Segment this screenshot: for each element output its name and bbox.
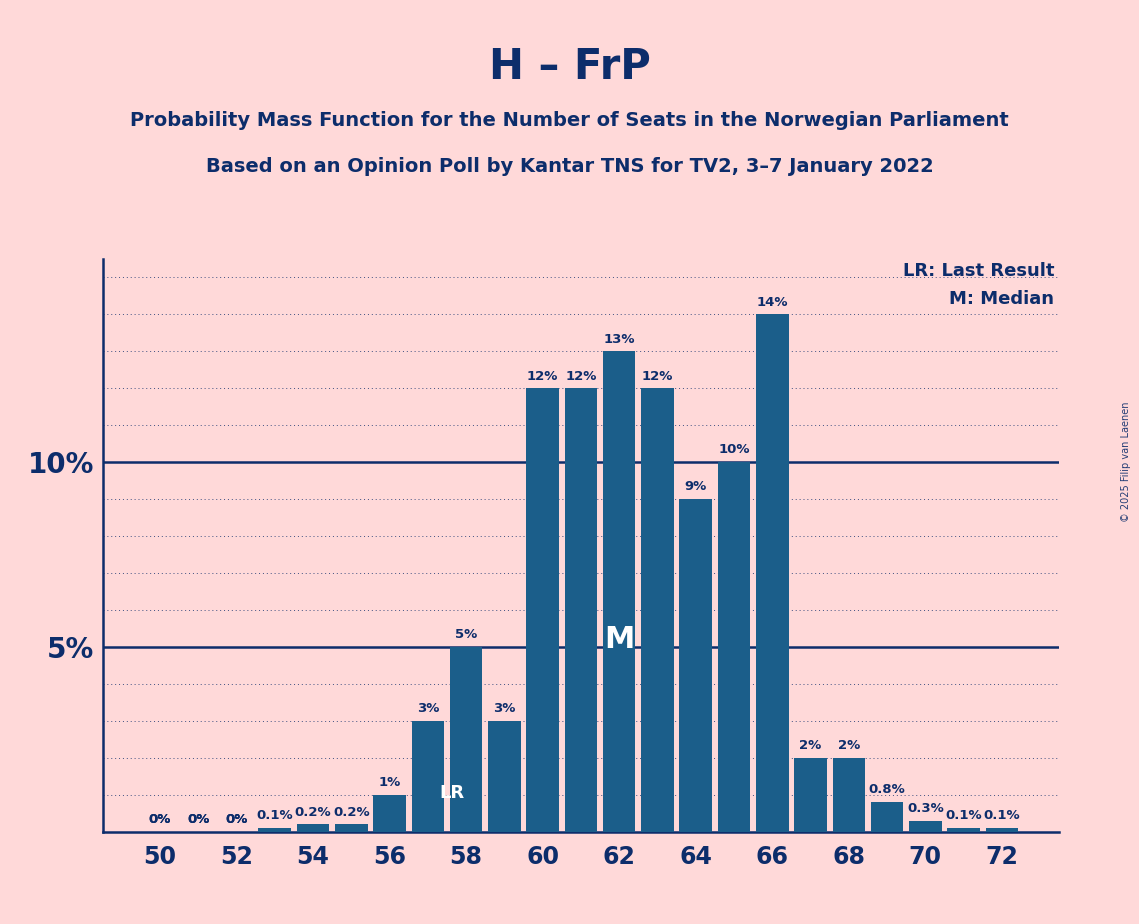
Text: Based on an Opinion Poll by Kantar TNS for TV2, 3–7 January 2022: Based on an Opinion Poll by Kantar TNS f… [206, 157, 933, 176]
Bar [794, 758, 827, 832]
Bar [641, 388, 673, 832]
Text: LR: Last Result: LR: Last Result [903, 261, 1055, 280]
Text: 0%: 0% [187, 813, 210, 826]
Text: 0.3%: 0.3% [907, 802, 944, 815]
Text: 0.1%: 0.1% [984, 809, 1021, 822]
Text: 0%: 0% [187, 813, 210, 826]
Text: H – FrP: H – FrP [489, 46, 650, 88]
Bar [374, 795, 405, 832]
Text: 0.2%: 0.2% [333, 806, 369, 819]
Text: 0%: 0% [226, 813, 247, 826]
Bar [871, 802, 903, 832]
Text: 3%: 3% [417, 702, 439, 715]
Bar [680, 499, 712, 832]
Text: 0%: 0% [149, 813, 171, 826]
Text: 0.1%: 0.1% [256, 809, 293, 822]
Text: 12%: 12% [565, 370, 597, 383]
Text: 0.1%: 0.1% [945, 809, 982, 822]
Text: LR: LR [440, 784, 465, 802]
Text: 0.8%: 0.8% [869, 784, 906, 796]
Text: 2%: 2% [837, 739, 860, 752]
Text: 1%: 1% [378, 776, 401, 789]
Text: M: Median: M: Median [950, 290, 1055, 309]
Bar [756, 314, 788, 832]
Text: 14%: 14% [756, 296, 788, 309]
Bar [718, 462, 751, 832]
Bar [985, 828, 1018, 832]
Text: Probability Mass Function for the Number of Seats in the Norwegian Parliament: Probability Mass Function for the Number… [130, 111, 1009, 130]
Text: 13%: 13% [604, 333, 634, 346]
Bar [297, 824, 329, 832]
Text: 9%: 9% [685, 480, 707, 493]
Bar [603, 351, 636, 832]
Text: 12%: 12% [641, 370, 673, 383]
Bar [526, 388, 559, 832]
Text: M: M [604, 625, 634, 654]
Text: 12%: 12% [527, 370, 558, 383]
Text: 0.2%: 0.2% [295, 806, 331, 819]
Text: 3%: 3% [493, 702, 516, 715]
Bar [489, 721, 521, 832]
Text: 0%: 0% [149, 813, 171, 826]
Text: 2%: 2% [800, 739, 821, 752]
Bar [259, 828, 290, 832]
Bar [450, 647, 482, 832]
Bar [565, 388, 597, 832]
Bar [833, 758, 865, 832]
Text: © 2025 Filip van Laenen: © 2025 Filip van Laenen [1121, 402, 1131, 522]
Bar [909, 821, 942, 832]
Text: 10%: 10% [719, 444, 749, 456]
Text: 0%: 0% [226, 813, 247, 826]
Text: 5%: 5% [454, 628, 477, 641]
Bar [411, 721, 444, 832]
Bar [948, 828, 980, 832]
Bar [335, 824, 368, 832]
